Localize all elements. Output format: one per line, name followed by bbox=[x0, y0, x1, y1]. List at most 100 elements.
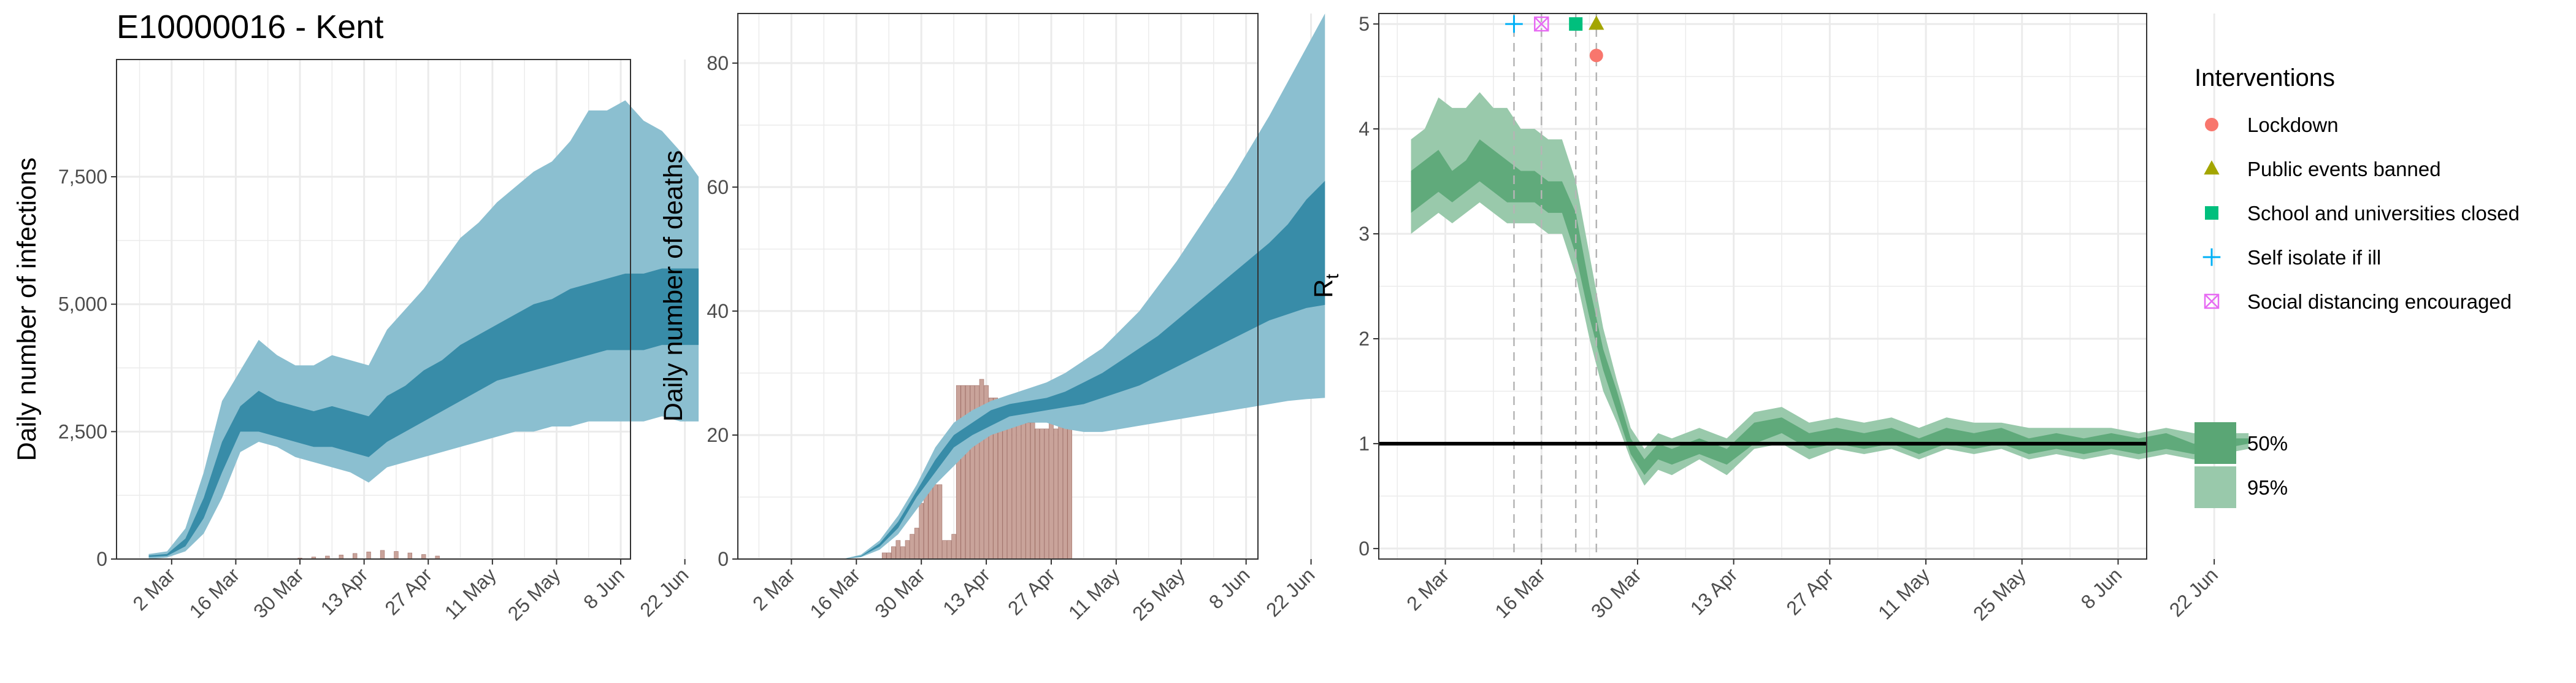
bar bbox=[366, 552, 371, 560]
bar bbox=[1053, 428, 1059, 560]
rt-intervention-lines bbox=[1513, 14, 1598, 559]
infections-y-axis-label: Daily number of infections bbox=[12, 158, 42, 461]
bar bbox=[965, 385, 970, 560]
public-events-marker bbox=[2204, 160, 2220, 175]
ci95-ribbon bbox=[768, 14, 1325, 559]
x-tick-label: 16 Mar bbox=[805, 563, 864, 622]
bar bbox=[960, 385, 966, 560]
ci95-ribbon bbox=[148, 100, 699, 559]
x-tick-label: 13 Apr bbox=[938, 563, 994, 619]
deaths-y-axis-label: Daily number of deaths bbox=[659, 150, 688, 422]
social-distancing-marker-x2 bbox=[1534, 17, 1549, 31]
legend: Interventions Lockdown Public events bann… bbox=[2195, 64, 2520, 508]
deaths-ribbons bbox=[768, 14, 1325, 559]
bar bbox=[895, 540, 901, 560]
x-tick-label: 27 Apr bbox=[380, 563, 436, 619]
legend-ci-swatch bbox=[2195, 422, 2236, 464]
x-tick-label: 8 Jun bbox=[2077, 563, 2126, 613]
bar bbox=[900, 546, 905, 560]
x-tick-label: 13 Apr bbox=[1686, 563, 1742, 619]
y-tick-label: 80 bbox=[707, 52, 729, 74]
bar bbox=[946, 540, 952, 560]
y-tick-label: 2,500 bbox=[58, 420, 107, 442]
x-tick-label: 22 Jun bbox=[2165, 563, 2222, 620]
bar bbox=[1049, 422, 1054, 560]
x-tick-label: 27 Apr bbox=[1782, 563, 1838, 619]
ci50-ribbon bbox=[1411, 139, 2249, 476]
legend-ci: 50% 95% bbox=[2195, 422, 2288, 508]
public-events-marker bbox=[1589, 15, 1604, 30]
legend-interventions-title: Interventions bbox=[2195, 64, 2335, 91]
bar bbox=[914, 528, 919, 560]
bar bbox=[942, 540, 947, 560]
x-tick-label: 16 Mar bbox=[185, 563, 244, 622]
y-tick-label: 7,500 bbox=[58, 166, 107, 188]
bar bbox=[1067, 422, 1073, 560]
school-closed-marker bbox=[2205, 206, 2218, 220]
ci50-ribbon bbox=[148, 268, 699, 557]
legend-interventions: Lockdown Public events banned School and u… bbox=[2202, 114, 2520, 313]
y-tick-label: 4 bbox=[1359, 118, 1370, 140]
x-tick-label: 2 Mar bbox=[128, 563, 180, 615]
x-tick-label: 11 May bbox=[1874, 563, 1934, 623]
bar bbox=[1040, 428, 1045, 560]
rt-panel-border bbox=[1378, 13, 2147, 560]
x-tick-label: 30 Mar bbox=[1587, 563, 1646, 622]
bar bbox=[956, 385, 961, 560]
y-tick-label: 20 bbox=[707, 424, 729, 446]
y-tick-label: 5,000 bbox=[58, 293, 107, 315]
figure-title: E10000016 - Kent bbox=[117, 9, 383, 45]
y-tick-label: 5 bbox=[1359, 13, 1370, 35]
bar bbox=[421, 554, 426, 560]
x-tick-label: 8 Jun bbox=[1205, 563, 1254, 613]
y-tick-label: 60 bbox=[707, 176, 729, 198]
lockdown-marker bbox=[1589, 48, 1603, 63]
lockdown-marker bbox=[2205, 118, 2218, 131]
bar bbox=[937, 484, 943, 560]
bar bbox=[380, 550, 385, 560]
bar bbox=[1062, 422, 1068, 560]
infections-panel-border bbox=[116, 59, 631, 560]
rt-y-axis-label-sub: t bbox=[1322, 274, 1343, 279]
rt-gridlines bbox=[1379, 14, 2215, 559]
y-tick-label: 0 bbox=[718, 548, 729, 570]
bar bbox=[407, 552, 413, 560]
bar bbox=[951, 534, 956, 560]
bar bbox=[905, 540, 910, 560]
x-tick-label: 30 Mar bbox=[870, 563, 929, 622]
x-tick-label: 22 Jun bbox=[635, 563, 692, 620]
bar bbox=[933, 484, 938, 560]
deaths-panel: 0 20 40 60 80 2 Mar 16 Mar 30 Mar 13 Apr 27 Apr 11… bbox=[659, 13, 1325, 625]
rt-y-axis-label: Rt bbox=[1309, 274, 1343, 298]
x-tick-label: 13 Apr bbox=[316, 563, 372, 619]
y-tick-label: 0 bbox=[96, 548, 107, 570]
rt-y-axis-label-r: R bbox=[1309, 279, 1338, 298]
legend-intervention-label: Public events banned bbox=[2247, 158, 2441, 180]
bar bbox=[394, 551, 399, 560]
x-tick-label: 11 May bbox=[440, 563, 500, 623]
infections-bars bbox=[297, 550, 440, 560]
bar bbox=[886, 552, 892, 560]
infections-ribbons bbox=[148, 100, 699, 559]
school-closed-marker bbox=[1569, 17, 1583, 31]
bar bbox=[928, 484, 933, 560]
x-tick-label: 8 Jun bbox=[579, 563, 629, 613]
x-tick-label: 2 Mar bbox=[1402, 563, 1454, 615]
bar bbox=[1058, 422, 1063, 560]
bar bbox=[1025, 422, 1030, 560]
legend-intervention-label: School and universities closed bbox=[2247, 202, 2520, 225]
legend-ci-swatch bbox=[2195, 466, 2236, 508]
bar bbox=[1035, 428, 1040, 560]
legend-intervention-label: Lockdown bbox=[2247, 114, 2339, 136]
x-tick-label: 25 May bbox=[504, 563, 565, 625]
x-tick-label: 27 Apr bbox=[1003, 563, 1059, 619]
bar bbox=[353, 553, 358, 560]
bar bbox=[1021, 416, 1026, 560]
rt-ribbons bbox=[1411, 92, 2249, 486]
y-tick-label: 3 bbox=[1359, 223, 1370, 245]
x-tick-label: 11 May bbox=[1064, 563, 1124, 623]
social-distancing-marker-box bbox=[2204, 293, 2220, 309]
legend-ci-label: 50% bbox=[2247, 432, 2288, 455]
bar bbox=[919, 503, 924, 560]
